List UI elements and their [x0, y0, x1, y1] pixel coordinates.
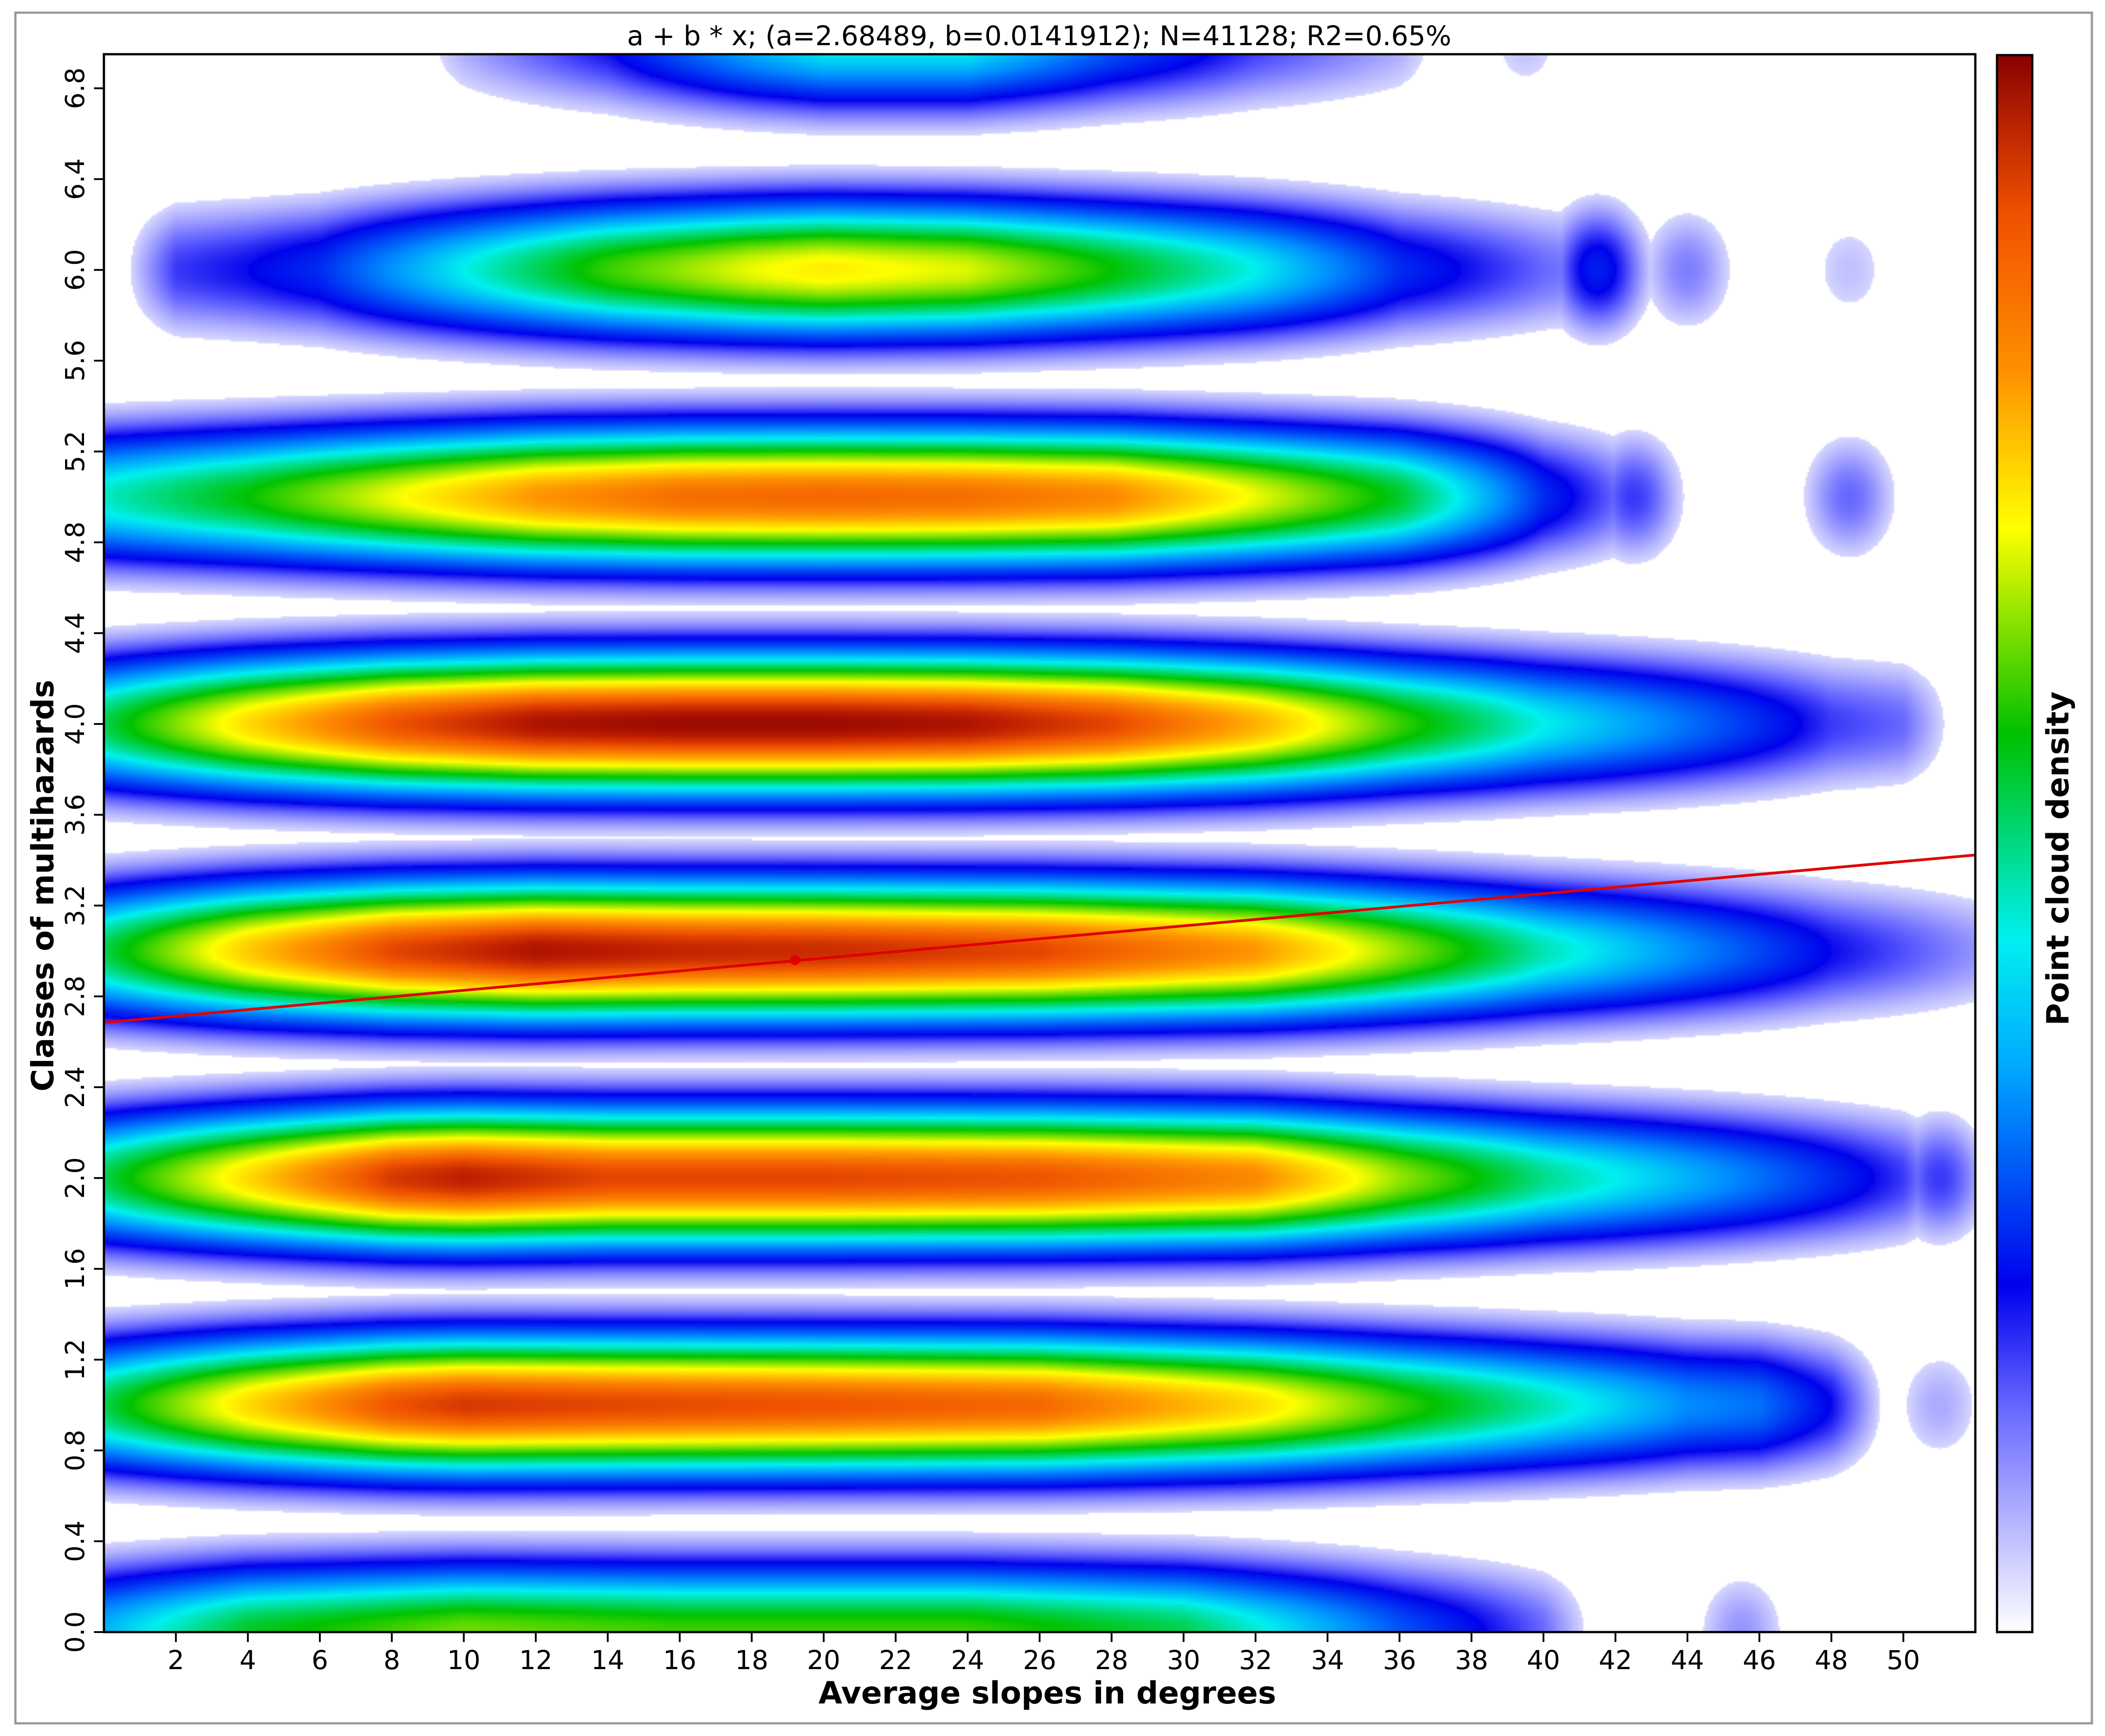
y-tick-label: 0.4	[60, 1520, 90, 1562]
x-tick-label: 48	[1814, 1645, 1848, 1675]
x-tick-label: 44	[1671, 1645, 1704, 1675]
y-tick-label: 4.8	[60, 521, 90, 563]
y-tick-label: 3.2	[60, 885, 90, 926]
y-tick-label: 5.2	[60, 431, 90, 472]
x-tick-label: 40	[1527, 1645, 1560, 1675]
density-heatmap	[104, 54, 1975, 1632]
y-tick-label: 2.8	[60, 976, 90, 1017]
x-tick-label: 10	[447, 1645, 481, 1675]
x-tick-label: 28	[1095, 1645, 1128, 1675]
y-tick-label: 2.0	[60, 1157, 90, 1199]
x-tick-label: 50	[1887, 1645, 1920, 1675]
x-axis-label: Average slopes in degrees	[818, 1675, 1276, 1711]
x-tick-label: 14	[591, 1645, 624, 1675]
y-tick-label: 2.4	[60, 1066, 90, 1108]
x-tick-label: 8	[384, 1645, 400, 1675]
y-tick-label: 6.8	[60, 67, 90, 109]
y-tick-label: 4.0	[60, 703, 90, 745]
y-tick-label: 4.4	[60, 612, 90, 654]
y-axis-label: Classes of multihazards	[25, 680, 61, 1091]
y-tick-label: 5.6	[60, 340, 90, 381]
y-tick-label: 0.8	[60, 1430, 90, 1471]
x-tick-label: 4	[239, 1645, 256, 1675]
x-tick-label: 2	[168, 1645, 184, 1675]
x-tick-label: 22	[879, 1645, 912, 1675]
x-tick-label: 46	[1743, 1645, 1776, 1675]
x-axis: 2 4 6 8 10 12 14 16 18 20 22 24 26 28 30 32 34 36 38 40 42 44…	[168, 1632, 1920, 1675]
colorbar-label: Point cloud density	[2040, 691, 2076, 1025]
chart-title: a + b * x; (a=2.68489, b=0.0141912); N=4…	[627, 20, 1452, 52]
y-tick-label: 1.2	[60, 1339, 90, 1380]
x-tick-label: 32	[1239, 1645, 1272, 1675]
outer-frame	[14, 11, 2093, 1725]
regression-centroid-point	[790, 955, 800, 965]
x-tick-label: 26	[1023, 1645, 1056, 1675]
y-tick-label: 6.4	[60, 158, 90, 200]
y-tick-label: 3.6	[60, 794, 90, 835]
x-tick-label: 20	[807, 1645, 840, 1675]
x-tick-label: 12	[519, 1645, 553, 1675]
y-tick-label: 1.6	[60, 1248, 90, 1290]
x-tick-label: 16	[663, 1645, 697, 1675]
regression-line	[103, 854, 1976, 1024]
x-tick-label: 30	[1167, 1645, 1200, 1675]
regression-layer	[103, 854, 1976, 1024]
y-tick-label: 0.0	[60, 1611, 90, 1653]
y-tick-label: 6.0	[60, 249, 90, 291]
x-tick-label: 34	[1311, 1645, 1344, 1675]
x-tick-label: 38	[1455, 1645, 1488, 1675]
x-tick-label: 42	[1599, 1645, 1632, 1675]
x-tick-label: 18	[735, 1645, 769, 1675]
colorbar	[1996, 54, 2034, 1633]
y-axis: 0.0 0.4 0.8 1.2 1.6 2.0 2.4 2.8 3.2 3.6 4.0 4.4 4.8 5…	[60, 67, 104, 1653]
x-tick-label: 36	[1383, 1645, 1416, 1675]
x-tick-label: 24	[951, 1645, 985, 1675]
x-tick-label: 6	[311, 1645, 328, 1675]
